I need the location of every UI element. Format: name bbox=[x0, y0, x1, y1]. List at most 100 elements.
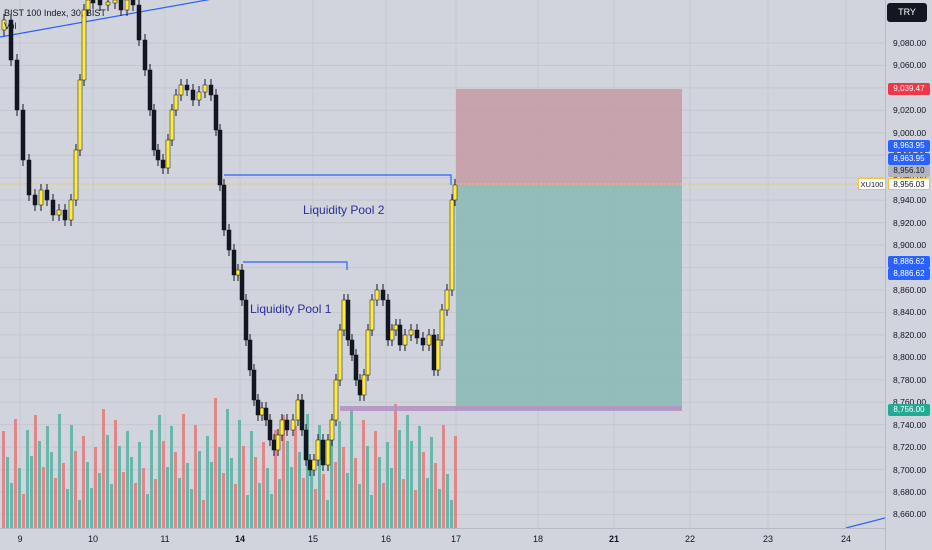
current-price-tag: 8,956.03 bbox=[888, 178, 930, 190]
volume-bar bbox=[102, 409, 105, 528]
candle-down bbox=[26, 159, 32, 196]
volume-bar bbox=[334, 462, 337, 528]
volume-bar bbox=[2, 431, 5, 528]
volume-bar bbox=[286, 441, 289, 528]
candle-down bbox=[349, 339, 355, 356]
candle-up bbox=[279, 419, 285, 436]
volume-bar bbox=[134, 483, 137, 528]
price-tick-label: 8,760.00 bbox=[893, 397, 927, 408]
candle-down bbox=[62, 209, 68, 221]
candle-up bbox=[374, 289, 380, 301]
candle-up bbox=[435, 339, 441, 371]
candle-up bbox=[426, 334, 432, 346]
candle-down bbox=[267, 419, 273, 441]
volume-bar bbox=[226, 409, 229, 528]
chart-area[interactable]: BIST 100 Index, 30, BIST Vol Liquidity P… bbox=[0, 0, 885, 528]
volume-bar bbox=[34, 415, 37, 528]
candle-up bbox=[68, 199, 74, 221]
volume-bar bbox=[114, 420, 117, 528]
time-tick-label: 18 bbox=[532, 534, 544, 544]
candle-down bbox=[151, 109, 157, 151]
liquidity-pool-2-label[interactable]: Liquidity Pool 2 bbox=[303, 203, 385, 217]
candle-down bbox=[147, 69, 153, 111]
time-tick-label: 21 bbox=[608, 534, 620, 544]
volume-bar bbox=[310, 463, 313, 528]
volume-bar bbox=[398, 430, 401, 528]
time-axis[interactable]: 9 10 11 14 15 16 17 18 21 22 23 24 bbox=[0, 528, 885, 550]
candle-down bbox=[155, 149, 161, 161]
candle-down bbox=[226, 229, 232, 251]
currency-button[interactable]: TRY bbox=[887, 3, 927, 22]
volume-legend[interactable]: Vol bbox=[4, 21, 17, 31]
candlesticks bbox=[1, 0, 458, 476]
volume-bar bbox=[150, 430, 153, 528]
chart-legend: BIST 100 Index, 30, BIST Vol bbox=[4, 8, 106, 34]
candle-down bbox=[239, 269, 245, 301]
price-tick-label: 8,660.00 bbox=[893, 509, 927, 520]
candle-up bbox=[393, 324, 399, 331]
volume-bar bbox=[186, 463, 189, 528]
stop-loss-price-tag: 9,039.47 bbox=[888, 83, 930, 95]
candle-down bbox=[357, 379, 363, 396]
candle-up bbox=[196, 91, 202, 101]
candle-up bbox=[329, 419, 335, 441]
candle-up bbox=[449, 199, 455, 291]
volume-bar bbox=[258, 483, 261, 528]
candle-down bbox=[243, 299, 249, 341]
stop-loss-zone[interactable] bbox=[456, 89, 682, 185]
candle-up bbox=[389, 329, 395, 341]
candle-down bbox=[247, 339, 253, 371]
volume-bar bbox=[74, 451, 77, 528]
symbol-tag: XU100 bbox=[858, 178, 886, 190]
volume-bar bbox=[154, 479, 157, 528]
time-tick-label: 17 bbox=[450, 534, 462, 544]
price-tick-label: 8,780.00 bbox=[893, 374, 927, 385]
price-axis[interactable]: 9,080.009,060.009,040.009,020.009,000.00… bbox=[885, 0, 932, 550]
candle-down bbox=[184, 84, 190, 91]
volume-bar bbox=[206, 436, 209, 528]
volume-bar bbox=[210, 462, 213, 528]
price-tick-label: 9,020.00 bbox=[893, 105, 927, 116]
volume-bar bbox=[338, 421, 341, 528]
pool2-price-tag: 8,963.95 bbox=[888, 140, 930, 152]
volume-bar bbox=[122, 472, 125, 528]
trend-line-bottom[interactable] bbox=[845, 517, 885, 528]
volume-bar bbox=[350, 409, 353, 528]
candle-down bbox=[299, 399, 305, 431]
time-tick-label: 16 bbox=[380, 534, 392, 544]
candle-up bbox=[38, 189, 44, 206]
liquidity-pool-1-line[interactable] bbox=[243, 261, 348, 270]
target-zone[interactable] bbox=[456, 185, 682, 410]
liquidity-pool-2-line[interactable] bbox=[224, 174, 452, 185]
price-tick-label: 8,720.00 bbox=[893, 442, 927, 453]
price-tick-label: 8,740.00 bbox=[893, 419, 927, 430]
candle-down bbox=[385, 299, 391, 341]
price-tick-label: 8,960.00 bbox=[893, 173, 926, 183]
volume-bar bbox=[434, 463, 437, 528]
trend-line-top[interactable] bbox=[0, 0, 218, 38]
candle-down bbox=[50, 199, 56, 216]
volume-bar bbox=[38, 441, 41, 528]
symbol-title[interactable]: BIST 100 Index, 30, BIST bbox=[4, 8, 106, 18]
candle-down bbox=[221, 184, 227, 231]
price-tick-label: 8,680.00 bbox=[893, 487, 927, 497]
volume-bar bbox=[242, 446, 245, 528]
volume-bar bbox=[370, 495, 373, 528]
volume-bar bbox=[158, 415, 161, 528]
volume-bar bbox=[214, 398, 217, 528]
candle-up bbox=[439, 309, 445, 341]
candle-up bbox=[56, 209, 62, 216]
volume-bar bbox=[130, 457, 133, 528]
chart-canvas[interactable] bbox=[0, 0, 885, 528]
volume-bar bbox=[222, 473, 225, 528]
time-tick-label: 15 bbox=[307, 534, 319, 544]
candle-down bbox=[136, 4, 142, 41]
volume-bar bbox=[230, 458, 233, 528]
target-base-line bbox=[340, 406, 682, 411]
volume-bar bbox=[442, 425, 445, 528]
volume-bar bbox=[86, 462, 89, 528]
liquidity-pool-1-label[interactable]: Liquidity Pool 1 bbox=[250, 302, 332, 316]
target-price-tag: 8,756.00 bbox=[888, 404, 930, 416]
volume-bar bbox=[18, 468, 21, 528]
candle-up bbox=[77, 79, 83, 151]
